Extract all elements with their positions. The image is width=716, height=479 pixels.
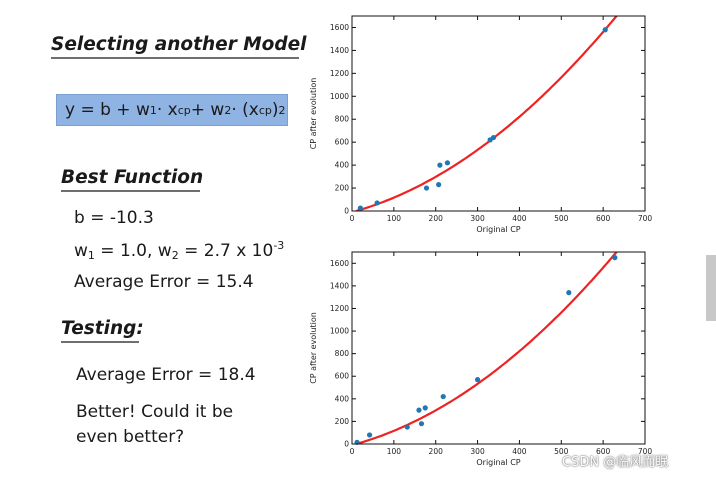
chart2-xtick-label-100: 100 [387,447,402,456]
chart1-ytick-label-1200: 1200 [330,69,349,78]
chart1-xtick-label-0: 0 [350,214,355,223]
chart2-point-7 [440,393,446,400]
chart1-xlabel: Original CP [476,225,520,234]
chart1-ylabel: CP after evolution [309,78,318,150]
chart1-point-6 [444,160,451,166]
chart2-point-6 [422,405,428,411]
chart2-ytick-label-1400: 1400 [330,281,349,290]
param-w2-exp: -3 [273,239,285,252]
chart1-point-1 [357,205,363,211]
chart2-ytick-label-1200: 1200 [330,304,349,313]
formula-close: ) [271,100,279,120]
chart1-frame [351,15,646,212]
chart2-point-3 [404,424,410,430]
chart1-ytick-label-1600: 1600 [330,23,349,32]
chart1-ytick-label-0: 0 [344,207,349,216]
chart1-xtick-label-700: 700 [638,214,653,223]
chart2-ytick-label-400: 400 [335,394,350,403]
chart2-ytick-label-800: 800 [335,349,350,358]
test-error: Average Error = 18.4 [76,365,256,385]
testing-heading: Testing: [61,318,144,343]
chart1-xtick-label-100: 100 [387,214,402,223]
train-error: Average Error = 15.4 [74,272,254,292]
chart2-ytick-label-0: 0 [344,440,349,449]
param-w2-sub: 2 [171,249,179,262]
param-w2-value: = 2.7 x 10 [178,241,274,261]
chart2-xlabel: Original CP [476,458,520,467]
chart2-xtick-label-700: 700 [638,447,653,456]
chart1-point-8 [490,134,497,141]
param-w1-name: w [74,241,88,261]
chart1-xtick-label-500: 500 [554,214,569,223]
comment-line-2: even better? [76,427,185,447]
chart2-frame [351,251,646,445]
chart2-ytick-label-1000: 1000 [330,327,349,336]
chart1-point-9 [602,27,608,33]
chart1-ytick-label-200: 200 [335,184,350,193]
chart1-xtick-label-200: 200 [429,214,444,223]
formula-sub-cp-1: cp [177,103,191,117]
chart1-ytick-label-1400: 1400 [330,46,349,55]
chart2-point-5 [418,421,425,427]
formula-lhs: y = b + w [65,100,150,120]
param-w1-sub: 1 [87,249,95,262]
chart2-xtick-label-400: 400 [512,447,527,456]
chart2-fit-curve [355,252,618,444]
formula-part-w2: + w [190,100,225,120]
formula-sub-w2: 2 [224,103,232,117]
chart1-ytick-label-600: 600 [335,138,350,147]
chart2-point-9 [566,290,572,296]
chart1-xtick-label-400: 400 [512,214,527,223]
comment-line-1: Better! Could it be [76,402,234,422]
formula-sub-cp-2: cp [258,103,272,117]
scrollbar[interactable] [706,255,716,321]
chart1-ytick-label-1000: 1000 [330,92,349,101]
chart1-ytick-label-400: 400 [335,161,350,170]
param-b: b = -10.3 [74,208,154,228]
chart1-xtick-label-600: 600 [596,214,611,223]
chart1-point-5 [437,162,443,168]
param-w: w1 = 1.0, w2 = 2.7 x 10-3 [74,239,284,262]
formula-power: 2 [278,103,286,117]
best-function-heading: Best Function [61,167,203,192]
chart1-ytick-label-800: 800 [335,115,350,124]
chart2-ytick-label-600: 600 [335,372,350,381]
chart2-xtick-label-200: 200 [429,447,444,456]
chart2-ytick-label-1600: 1600 [330,259,349,268]
chart2-xtick-label-300: 300 [470,447,485,456]
formula-sub-w1: 1 [149,103,157,117]
slide-title: Selecting another Model [51,34,307,59]
chart2-point-2 [366,432,373,438]
chart1-point-3 [423,185,430,191]
formula-part-xcp: · (x [231,100,259,120]
watermark: CSDN @临风而眠 [562,455,669,470]
chart2-xtick-label-500: 500 [554,447,569,456]
chart1-point-4 [436,182,442,188]
param-w2-name: = 1.0, w [94,241,172,261]
chart2-xtick-label-600: 600 [596,447,611,456]
formula-part-x: · x [156,100,178,120]
chart2-xtick-label-0: 0 [350,447,355,456]
chart1-xtick-label-300: 300 [470,214,485,223]
chart2-point-4 [416,407,422,413]
chart2-point-10 [612,255,618,261]
chart2-ytick-label-200: 200 [335,417,350,426]
chart2-point-8 [474,377,481,383]
chart1-point-2 [374,200,380,206]
chart1-fit-curve [355,16,618,211]
chart2-ylabel: CP after evolution [309,312,318,384]
